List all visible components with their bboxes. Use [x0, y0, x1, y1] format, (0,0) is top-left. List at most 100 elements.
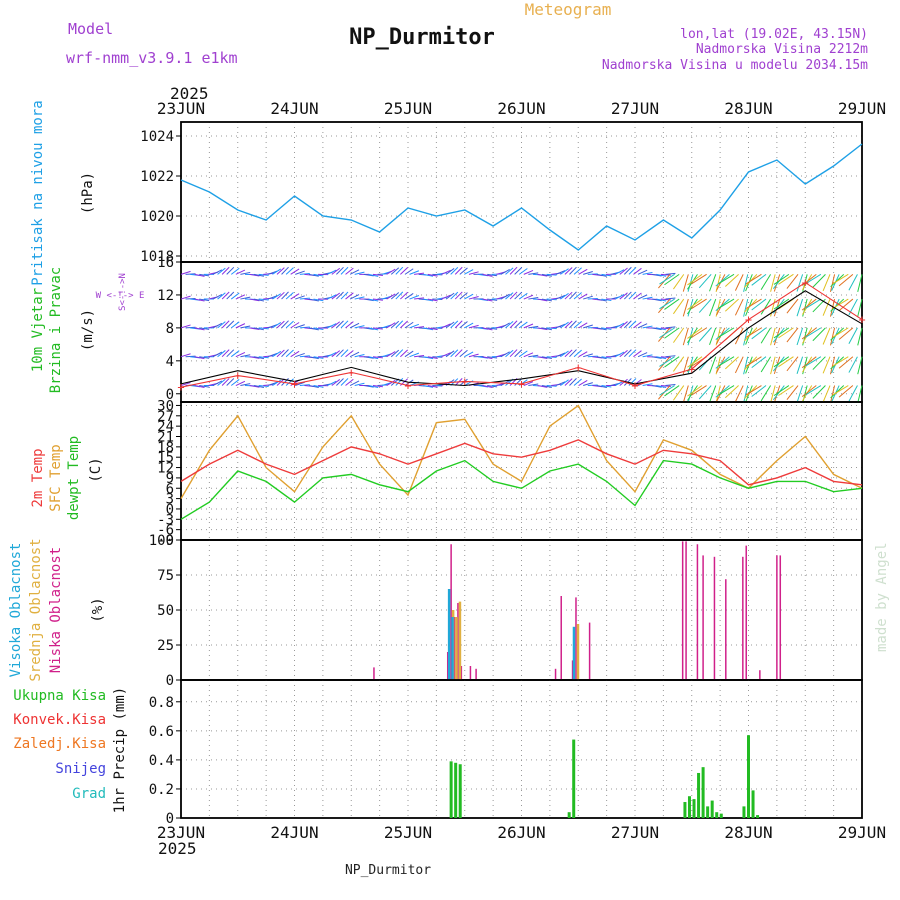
y-tick-label: 24 — [157, 419, 174, 435]
wind-arrow — [450, 349, 459, 358]
wind-arrow — [454, 349, 463, 358]
wind-arrow — [368, 385, 379, 388]
wind-arrow — [578, 322, 588, 329]
wind-arrow — [464, 269, 474, 275]
wind-arrow — [390, 320, 400, 329]
wind-gust-marker: + — [858, 313, 865, 327]
wind-arrow — [404, 293, 414, 300]
wind-arrow — [838, 356, 854, 369]
wind-arrow — [633, 379, 642, 386]
wind-arrow — [523, 352, 534, 358]
y-tick-label: 1022 — [140, 169, 174, 185]
wind-arrow — [682, 327, 689, 346]
wind-arrow — [240, 354, 251, 358]
wind-arrow — [786, 356, 799, 372]
bottom-tick-label: 24JUN — [270, 823, 318, 842]
precip-legend-conv: Konvek.Kisa — [13, 712, 106, 728]
wind-arrow — [715, 327, 730, 340]
top-tick-label: 27JUN — [611, 99, 659, 118]
wind-arrow — [514, 349, 523, 358]
wind-arrow — [427, 356, 438, 359]
wind-arrow — [180, 382, 191, 387]
pressure-unit: (hPa) — [80, 172, 96, 214]
dewpt-temp-line — [180, 459, 863, 520]
y-tick-label: -3 — [157, 512, 174, 528]
pressure-panel: 1018 1020 1022 1024 — [140, 121, 863, 265]
wind-arrow — [651, 273, 662, 277]
wind-arrow — [805, 356, 822, 367]
wind-arrow — [724, 273, 739, 287]
footer-label: NP_Durmitor — [345, 863, 431, 878]
top-time-axis: 23JUN 24JUN 25JUN 26JUN 27JUN 28JUN 29JUN — [157, 99, 886, 118]
wind-arrow — [409, 323, 420, 329]
y-tick-label: 0.8 — [149, 695, 174, 711]
y-tick-label: 0 — [166, 673, 174, 689]
wind-arrow — [698, 274, 712, 289]
wind-arrow — [633, 292, 642, 300]
bottom-tick-label: 26JUN — [497, 823, 545, 842]
wind-arrow — [354, 353, 365, 358]
wind-arrow — [295, 295, 305, 300]
wind-arrow — [500, 351, 510, 358]
wind-arrow — [230, 350, 240, 358]
wind-arrow — [285, 378, 294, 386]
wind-arrow — [573, 349, 582, 358]
wind-arrow — [295, 324, 305, 329]
wind-arrow — [363, 298, 374, 302]
wind-arrow — [404, 268, 414, 275]
wind-arrow — [659, 298, 675, 310]
wind-arrow — [751, 385, 767, 397]
wind-arrow — [295, 381, 305, 387]
wind-arrow — [199, 356, 210, 359]
wind-arrow — [212, 294, 223, 300]
wind-arrow — [786, 385, 799, 401]
wind-arrow — [400, 291, 409, 300]
wind-arrow — [614, 351, 625, 358]
wind-arrow — [340, 378, 349, 386]
precip-bar — [719, 813, 723, 818]
wind-arrow — [386, 379, 396, 386]
wind-arrow — [258, 273, 269, 276]
temp-2m-line — [180, 439, 863, 486]
wind-arrow — [724, 385, 739, 399]
wind-arrow — [254, 385, 265, 388]
wind-arrow — [240, 325, 251, 329]
y-tick-label: 6 — [166, 481, 174, 497]
wind-compass-vertical: S<-!->N — [118, 273, 128, 311]
wind-arrow — [386, 293, 396, 300]
wind-arrow — [673, 327, 685, 343]
y-tick-label: 30 — [157, 398, 174, 414]
y-tick-label: -9 — [157, 533, 174, 549]
wind-arrow — [651, 385, 662, 388]
wind-arrow — [857, 274, 863, 292]
wind-arrow — [327, 294, 337, 300]
wind-arrow — [368, 298, 379, 302]
wind-arrow — [450, 267, 459, 275]
wind-arrow — [715, 385, 730, 398]
wind-gust-marker: + — [575, 360, 582, 374]
wind-arrow — [514, 378, 523, 386]
wind-arrow — [734, 298, 744, 316]
wind-arrow — [596, 356, 607, 360]
wind-arrow — [500, 322, 510, 329]
wind-arrow — [459, 321, 468, 329]
wind-arrow — [258, 356, 269, 359]
wind-arrow — [423, 273, 434, 277]
wind-arrow — [235, 269, 246, 275]
wind-arrow — [272, 322, 282, 329]
cloud-label-mid: Srednja Oblacnost — [28, 538, 44, 681]
wind-arrow — [623, 320, 632, 329]
wind-arrow — [423, 356, 434, 360]
model-altitude-label: Nadmorska Visina u modelu 2034.15m — [602, 58, 868, 73]
wind-arrow — [272, 268, 282, 275]
wind-arrow — [829, 298, 836, 317]
wind-arrow — [390, 267, 400, 275]
wind-arrow — [838, 327, 854, 340]
precip-bar — [751, 790, 755, 818]
wind-arrow — [623, 349, 632, 358]
wind-arrow — [400, 320, 409, 329]
wind-arrow — [718, 273, 735, 285]
y-tick-label: 18 — [157, 440, 174, 456]
wind-arrow — [349, 322, 360, 329]
y-tick-label: 0.2 — [149, 782, 174, 798]
